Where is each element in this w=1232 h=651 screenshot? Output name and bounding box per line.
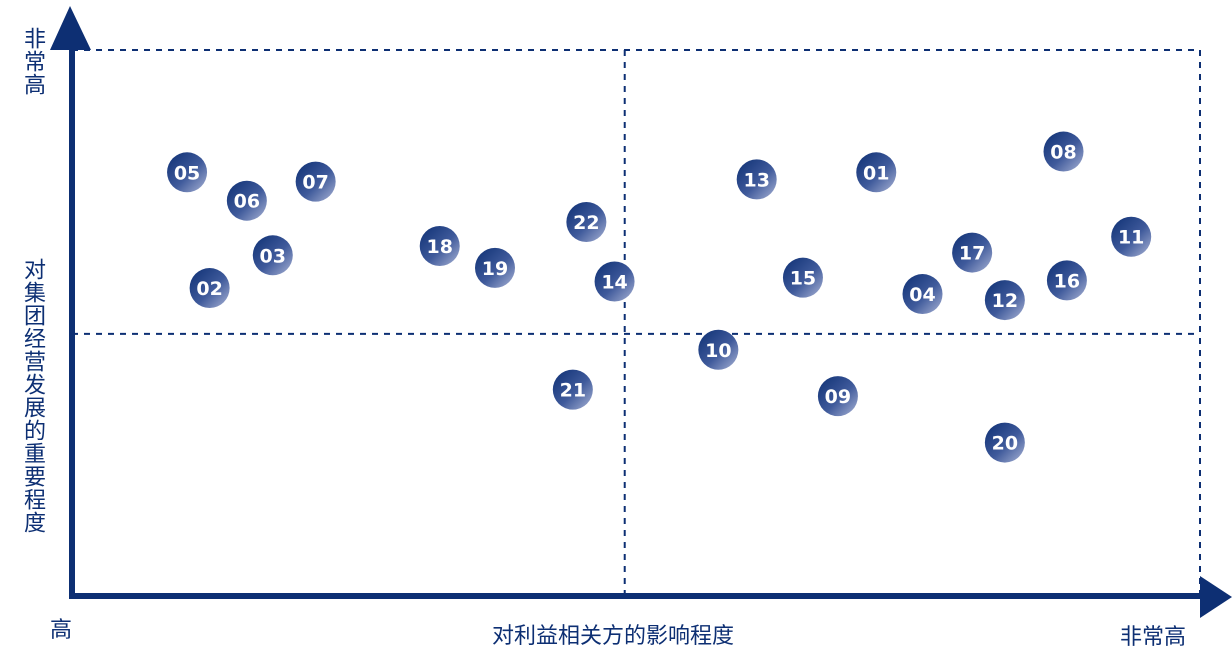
data-point-marker [252, 235, 293, 276]
data-point-marker [295, 161, 336, 202]
data-point-07: 07 [295, 161, 336, 202]
x-axis-low-label: 高 [50, 618, 73, 643]
data-point-label: 01 [863, 162, 889, 184]
data-point-19: 19 [475, 247, 515, 288]
data-point-02: 02 [189, 268, 230, 309]
data-point-label: 04 [909, 284, 935, 306]
data-point-15: 15 [782, 257, 823, 298]
data-point-marker [736, 159, 777, 200]
data-point-marker [856, 152, 897, 193]
data-point-marker [1046, 260, 1087, 301]
data-point-label: 15 [790, 268, 816, 290]
data-point-label: 07 [302, 172, 328, 194]
data-point-18: 18 [419, 226, 460, 267]
data-point-label: 16 [1054, 270, 1080, 292]
y-axis-arrow-icon [50, 6, 91, 50]
data-point-label: 02 [196, 278, 222, 300]
data-point-marker [984, 280, 1025, 321]
data-point-16: 16 [1046, 260, 1087, 301]
data-point-marker [552, 369, 593, 410]
data-point-label: 21 [560, 380, 586, 402]
data-point-marker [226, 180, 267, 221]
axis-layer [50, 6, 1232, 618]
data-point-21: 21 [552, 369, 593, 410]
y-axis-high-label: 非常高 [20, 27, 45, 96]
data-point-marker [902, 274, 943, 315]
data-point-marker [698, 329, 739, 370]
data-point-03: 03 [252, 235, 293, 276]
data-point-marker [952, 232, 993, 273]
data-point-label: 20 [992, 433, 1018, 455]
data-point-label: 10 [705, 340, 731, 362]
data-point-label: 05 [174, 162, 200, 184]
data-point-marker [594, 261, 635, 302]
data-point-label: 14 [601, 272, 627, 294]
data-point-marker [475, 247, 515, 288]
data-point-marker [189, 268, 230, 309]
point-layer: 01 02 03 04 05 06 07 08 09 10 11 12 13 14 15 16 17 18 19 20… [167, 131, 1152, 463]
data-point-20: 20 [984, 422, 1025, 463]
data-point-label: 11 [1118, 227, 1144, 249]
data-point-label: 09 [825, 386, 851, 408]
data-point-marker [566, 201, 607, 242]
data-point-marker [782, 257, 823, 298]
data-point-10: 10 [698, 329, 739, 370]
data-point-label: 18 [427, 236, 453, 258]
data-point-marker [817, 376, 858, 417]
data-point-label: 13 [743, 169, 769, 191]
data-point-marker [419, 226, 460, 267]
x-axis-arrow-icon [1200, 576, 1232, 618]
y-axis-title: 对集团经营发展的重要程度 [20, 258, 45, 534]
data-point-marker [167, 152, 208, 193]
data-point-14: 14 [594, 261, 635, 302]
data-point-12: 12 [984, 280, 1025, 321]
data-point-22: 22 [566, 201, 607, 242]
data-point-06: 06 [226, 180, 267, 221]
x-axis-high-label: 非常高 [1120, 625, 1187, 650]
data-point-01: 01 [856, 152, 897, 193]
data-point-04: 04 [902, 274, 943, 315]
data-point-08: 08 [1043, 131, 1084, 172]
data-point-label: 06 [234, 191, 260, 213]
data-point-09: 09 [817, 376, 858, 417]
data-point-label: 17 [959, 243, 985, 265]
data-point-label: 12 [992, 290, 1018, 312]
grid-layer [72, 49, 1201, 596]
data-point-label: 03 [260, 245, 286, 267]
data-point-marker [1043, 131, 1084, 172]
data-point-17: 17 [952, 232, 993, 273]
data-point-label: 22 [573, 212, 599, 234]
data-point-label: 08 [1050, 142, 1076, 164]
data-point-marker [984, 422, 1025, 463]
data-point-11: 11 [1111, 216, 1152, 257]
data-point-13: 13 [736, 159, 777, 200]
data-point-marker [1111, 216, 1152, 257]
x-axis-title: 对利益相关方的影响程度 [492, 624, 735, 649]
data-point-label: 19 [482, 258, 508, 280]
data-point-05: 05 [167, 152, 208, 193]
